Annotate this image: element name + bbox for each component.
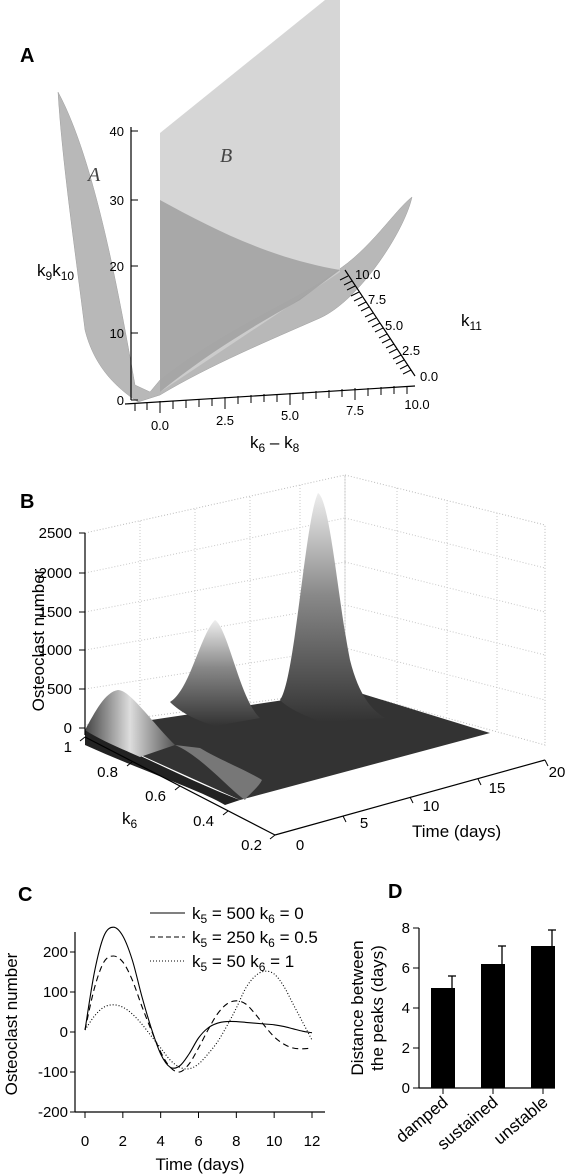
b-z-tick-label: 2000: [39, 565, 72, 582]
b-z-tick-label: 1000: [39, 642, 72, 659]
legend-label: k5 = 500 k6 = 0: [192, 904, 304, 926]
a-x-tick-label: 5.0: [281, 408, 299, 423]
d-y-tick-label: 4: [402, 1000, 410, 1017]
a-z-tick-label: 40: [110, 124, 124, 139]
c-y-axis-label: Osteoclast number: [2, 952, 21, 1095]
c-x-tick-label: 2: [119, 1133, 127, 1150]
d-y-tick-label: 8: [402, 920, 410, 937]
b-y-tick-label: 0.8: [97, 764, 118, 781]
d-y-axis-label: Distance betweenthe peaks (days): [348, 940, 387, 1075]
b-peak-2: [170, 620, 260, 726]
d-bar-sustained: [481, 964, 505, 1088]
a-y-tick-label: 2.5: [402, 343, 420, 358]
panel-letter-c: C: [18, 884, 32, 906]
a-z-tick-label: 20: [110, 259, 124, 274]
a-z-tick-label: 10: [110, 326, 124, 341]
c-x-tick-label: 12: [304, 1133, 321, 1150]
a-z-tick-label: 30: [110, 193, 124, 208]
c-y-tick-label: 200: [43, 944, 68, 961]
c-y-tick-label: 0: [60, 1024, 68, 1041]
panel-b-chart: 2500 2000 1500 1000 500 0 1 0.8 0.6 0.4 …: [29, 474, 566, 854]
c-x-tick-label: 10: [266, 1133, 283, 1150]
c-x-tick-label: 0: [81, 1133, 89, 1150]
b-x-tick-label: 0: [296, 837, 304, 854]
b-x-tick-label: 15: [489, 780, 506, 797]
a-x-minor-ticks: [134, 386, 408, 413]
b-z-tick-label: 2500: [39, 525, 72, 542]
d-category-label: unstable: [490, 1093, 551, 1149]
panel-letter-d: D: [388, 881, 402, 903]
b-wave-2: [175, 745, 262, 800]
c-series-line-dotted: [84, 970, 313, 1070]
c-y-tick-label: -200: [38, 1104, 68, 1121]
a-y-tick-label: 7.5: [368, 292, 386, 307]
d-y-tick-label: 0: [402, 1080, 410, 1097]
a-x-tick-label: 7.5: [346, 403, 364, 418]
region-label-a: A: [86, 164, 101, 186]
panel-a-chart: A B 40 30 20 10 0 0.0 2.5 5.0 7.5 10.0 0…: [37, 0, 482, 455]
c-x-tick-label: 8: [232, 1133, 240, 1150]
a-y-minor-ticks: [339, 275, 412, 375]
legend-label: k5 = 250 k6 = 0.5: [192, 928, 318, 950]
b-y-tick-label: 0.2: [241, 837, 262, 854]
a-y-axis-label: k11: [461, 311, 482, 333]
surface-intersection: [160, 200, 340, 392]
a-x-tick-label: 2.5: [216, 413, 234, 428]
d-bar-damped: [431, 988, 455, 1088]
a-x-axis-label: k6 – k8: [250, 433, 300, 455]
a-y-tick-label: 0.0: [420, 369, 438, 384]
c-series-line-dashed: [84, 955, 313, 1073]
a-z-tick-label: 0: [117, 393, 124, 408]
b-peak-1: [85, 690, 175, 757]
b-y-axis-label: k6: [122, 809, 138, 831]
c-x-tick-label: 4: [156, 1133, 164, 1150]
panel-c-chart: -200 -100 0 100 200 0 2 4 6 8 10 12 k5 = 500 k6 = …: [2, 904, 325, 1174]
b-z-tick-label: 1500: [39, 604, 72, 621]
c-legend: k5 = 500 k6 = 0 k5 = 250 k6 = 0.5 k5 = 5…: [150, 904, 318, 974]
a-z-axis-label: k9k10: [37, 261, 74, 283]
b-surface-floor: [85, 690, 490, 800]
b-peak-3: [280, 493, 385, 722]
a-x-tick-label: 10.0: [404, 397, 429, 412]
b-side-wall: [344, 474, 546, 746]
region-label-b: B: [220, 145, 232, 167]
b-y-tick-label: 0.4: [193, 813, 214, 830]
b-x-tick-label: 10: [423, 798, 440, 815]
c-x-axis-label: Time (days): [155, 1155, 244, 1174]
a-y-tick-label: 10.0: [355, 267, 380, 282]
panel-letter-b: B: [20, 491, 34, 513]
b-axis-ticks: [79, 532, 549, 840]
a-y-tick-label: 5.0: [385, 318, 403, 333]
c-y-tick-label: 100: [43, 984, 68, 1001]
b-z-tick-label: 500: [47, 681, 72, 698]
d-y-tick-label: 2: [402, 1040, 410, 1057]
b-y-tick-label: 0.6: [145, 788, 166, 805]
c-y-tick-label: -100: [38, 1064, 68, 1081]
b-z-tick-label: 0: [64, 720, 72, 737]
b-x-tick-label: 20: [549, 764, 566, 781]
d-y-tick-label: 6: [402, 960, 410, 977]
panel-letter-a: A: [20, 45, 34, 67]
b-z-axis-label: Osteoclast number: [29, 568, 48, 711]
b-y-tick-label: 1: [64, 739, 72, 756]
legend-label: k5 = 50 k6 = 1: [192, 952, 294, 974]
d-bar-unstable: [531, 946, 555, 1088]
c-series-line-solid: [84, 926, 313, 1069]
b-x-tick-label: 5: [360, 815, 368, 832]
b-x-axis-label: Time (days): [412, 822, 501, 841]
c-x-tick-label: 6: [194, 1133, 202, 1150]
a-x-tick-label: 0.0: [151, 418, 169, 433]
